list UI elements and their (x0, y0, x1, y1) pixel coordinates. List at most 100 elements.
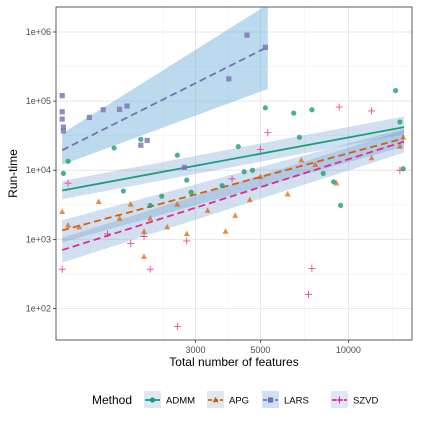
fit-line-apg (61, 137, 405, 232)
point-apg (127, 201, 134, 207)
point-szvd (183, 237, 191, 245)
fit-line-szvd (61, 140, 405, 251)
point-szvd (146, 265, 154, 273)
point-szvd (396, 166, 404, 174)
y-tick-label: 1e+04 (26, 165, 51, 175)
point-apg (368, 154, 375, 161)
point-admm (291, 110, 297, 116)
point-apg (141, 228, 148, 234)
legend-marker-szvd (336, 396, 343, 404)
point-admm (60, 170, 66, 177)
point-szvd (335, 103, 343, 111)
confidence-band-admm (62, 116, 405, 200)
point-szvd (228, 175, 236, 183)
point-lars (116, 106, 123, 112)
legend-marker-apg (212, 396, 219, 403)
point-apg (333, 179, 340, 186)
point-apg (65, 221, 72, 228)
point-admm (111, 145, 117, 151)
point-admm (337, 202, 344, 209)
point-admm (138, 136, 144, 142)
point-apg (222, 228, 229, 234)
point-szvd (308, 264, 316, 272)
point-lars (60, 128, 66, 134)
point-admm (320, 170, 326, 177)
legend-label-szvd: SZVD (353, 396, 378, 407)
point-admm (296, 134, 303, 140)
grid-layer (56, 7, 412, 340)
legend-label-admm: ADMM (166, 396, 195, 407)
point-admm (392, 87, 399, 94)
point-admm (120, 188, 126, 194)
legend-label-lars: LARS (284, 396, 309, 407)
point-szvd (58, 265, 66, 273)
point-admm (184, 177, 190, 183)
point-apg (59, 208, 66, 215)
point-szvd (304, 290, 312, 298)
point-apg (257, 173, 264, 180)
point-apg (246, 196, 253, 203)
point-lars (100, 107, 106, 113)
point-apg (76, 223, 83, 230)
point-admm (188, 189, 194, 195)
point-lars (124, 103, 130, 109)
point-szvd (64, 179, 72, 187)
point-lars (60, 124, 66, 130)
point-admm (219, 182, 225, 189)
point-apg (400, 133, 407, 140)
x-tick-label: 10000 (336, 345, 361, 355)
y-axis-title: Run-time (6, 149, 20, 198)
point-lars (59, 93, 65, 99)
axis-ticks: 3000 5000 10000 1e+02 1e+03 1e+04 1e+05 1e+06 (26, 27, 361, 355)
point-lars (262, 44, 268, 50)
legend-marker-admm (149, 397, 156, 403)
fit-lines (61, 46, 405, 251)
y-tick-label: 1e+02 (26, 303, 51, 313)
point-apg (284, 190, 291, 197)
point-apg (95, 198, 102, 204)
point-apg (312, 161, 319, 167)
data-points (58, 32, 407, 330)
panel-border (55, 6, 413, 341)
point-lars (59, 116, 65, 122)
point-apg (298, 156, 305, 163)
point-lars (138, 142, 144, 148)
legend-label-apg: APG (229, 396, 249, 407)
fit-line-lars (61, 46, 269, 152)
point-lars (244, 32, 250, 38)
point-szvd (173, 322, 181, 330)
y-tick-label: 1e+05 (26, 96, 51, 106)
point-admm (397, 119, 403, 125)
x-tick-label: 5000 (250, 345, 270, 355)
point-apg (174, 201, 181, 207)
point-lars (226, 76, 232, 82)
point-apg (147, 215, 154, 221)
legend: Method ADMM APG LARS SZVD (92, 391, 378, 408)
point-admm (147, 202, 153, 209)
point-lars (59, 109, 65, 115)
point-szvd (140, 233, 148, 241)
point-apg (232, 212, 239, 218)
legend-marker-lars (267, 397, 274, 403)
point-apg (183, 230, 190, 237)
x-axis-title: Total number of features (169, 355, 298, 369)
point-szvd (103, 230, 111, 238)
point-lars (144, 137, 150, 144)
point-szvd (368, 107, 376, 115)
point-szvd (127, 240, 135, 248)
point-admm (249, 167, 256, 173)
point-apg (204, 207, 211, 213)
point-admm (309, 107, 315, 113)
point-admm (174, 152, 180, 158)
point-admm (65, 158, 71, 164)
fit-line-admm (62, 126, 405, 192)
point-admm (262, 105, 268, 111)
y-tick-label: 1e+06 (26, 27, 51, 37)
point-admm (235, 143, 241, 150)
point-szvd (256, 145, 264, 153)
point-lars (181, 164, 188, 170)
point-admm (159, 193, 165, 199)
point-apg (164, 223, 171, 230)
